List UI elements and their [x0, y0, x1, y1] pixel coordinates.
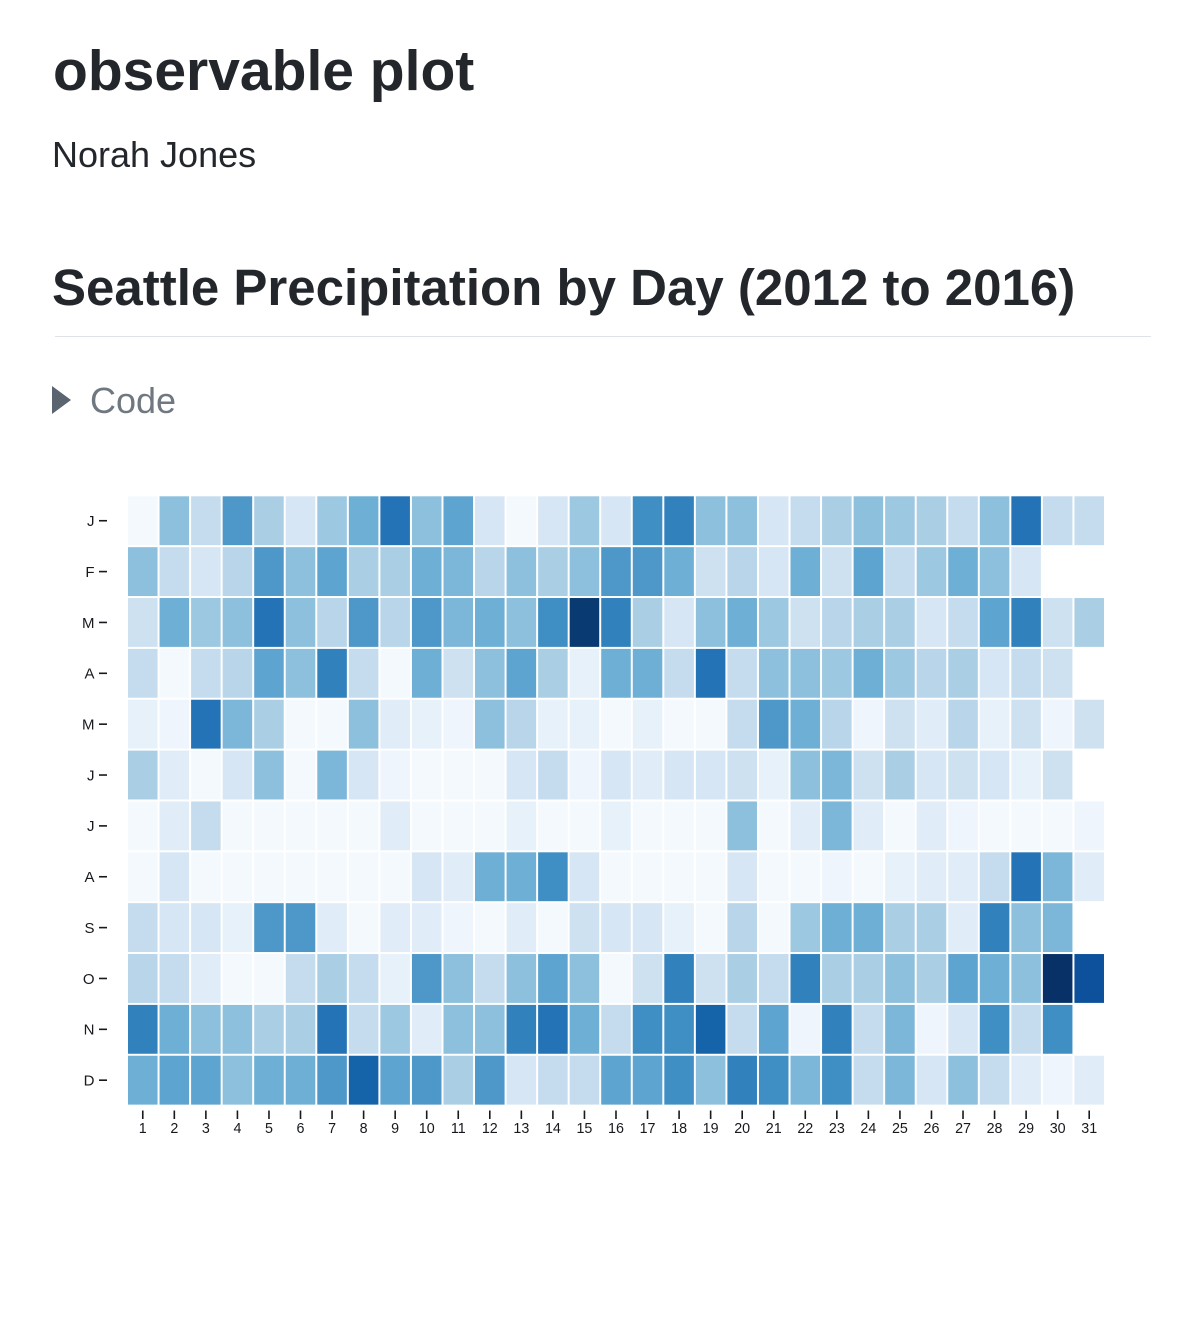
- svg-text:12: 12: [482, 1121, 498, 1137]
- svg-text:24: 24: [860, 1121, 876, 1137]
- svg-text:26: 26: [924, 1121, 940, 1137]
- svg-text:M: M: [82, 716, 95, 733]
- svg-text:11: 11: [451, 1121, 466, 1137]
- svg-text:9: 9: [391, 1121, 399, 1137]
- svg-text:22: 22: [797, 1121, 813, 1137]
- svg-text:16: 16: [608, 1121, 624, 1137]
- svg-text:29: 29: [1018, 1121, 1034, 1137]
- svg-text:18: 18: [671, 1121, 687, 1137]
- svg-text:13: 13: [513, 1121, 529, 1137]
- svg-text:7: 7: [328, 1121, 336, 1137]
- svg-text:5: 5: [265, 1121, 273, 1137]
- svg-text:10: 10: [419, 1121, 435, 1137]
- svg-text:28: 28: [987, 1121, 1003, 1137]
- svg-text:S: S: [84, 920, 94, 937]
- svg-text:25: 25: [892, 1121, 908, 1137]
- svg-text:O: O: [83, 971, 95, 988]
- svg-text:4: 4: [233, 1121, 241, 1137]
- svg-text:A: A: [84, 869, 94, 886]
- svg-text:3: 3: [202, 1121, 210, 1137]
- svg-text:19: 19: [703, 1121, 719, 1137]
- svg-text:N: N: [84, 1022, 95, 1039]
- svg-text:M: M: [82, 615, 95, 632]
- svg-text:6: 6: [297, 1121, 305, 1137]
- svg-text:1: 1: [139, 1121, 147, 1137]
- svg-text:F: F: [85, 564, 94, 581]
- svg-text:27: 27: [955, 1121, 971, 1137]
- svg-text:J: J: [87, 767, 95, 784]
- svg-text:2: 2: [170, 1121, 178, 1137]
- svg-text:8: 8: [360, 1121, 368, 1137]
- svg-text:20: 20: [734, 1121, 750, 1137]
- svg-text:17: 17: [640, 1121, 656, 1137]
- svg-text:J: J: [87, 818, 95, 835]
- svg-text:14: 14: [545, 1121, 561, 1137]
- svg-text:D: D: [84, 1072, 95, 1089]
- svg-text:21: 21: [766, 1121, 782, 1137]
- svg-text:31: 31: [1081, 1121, 1097, 1137]
- svg-text:30: 30: [1050, 1121, 1066, 1137]
- svg-text:A: A: [84, 666, 94, 683]
- svg-text:J: J: [87, 513, 95, 530]
- svg-text:15: 15: [576, 1121, 592, 1137]
- svg-text:23: 23: [829, 1121, 845, 1137]
